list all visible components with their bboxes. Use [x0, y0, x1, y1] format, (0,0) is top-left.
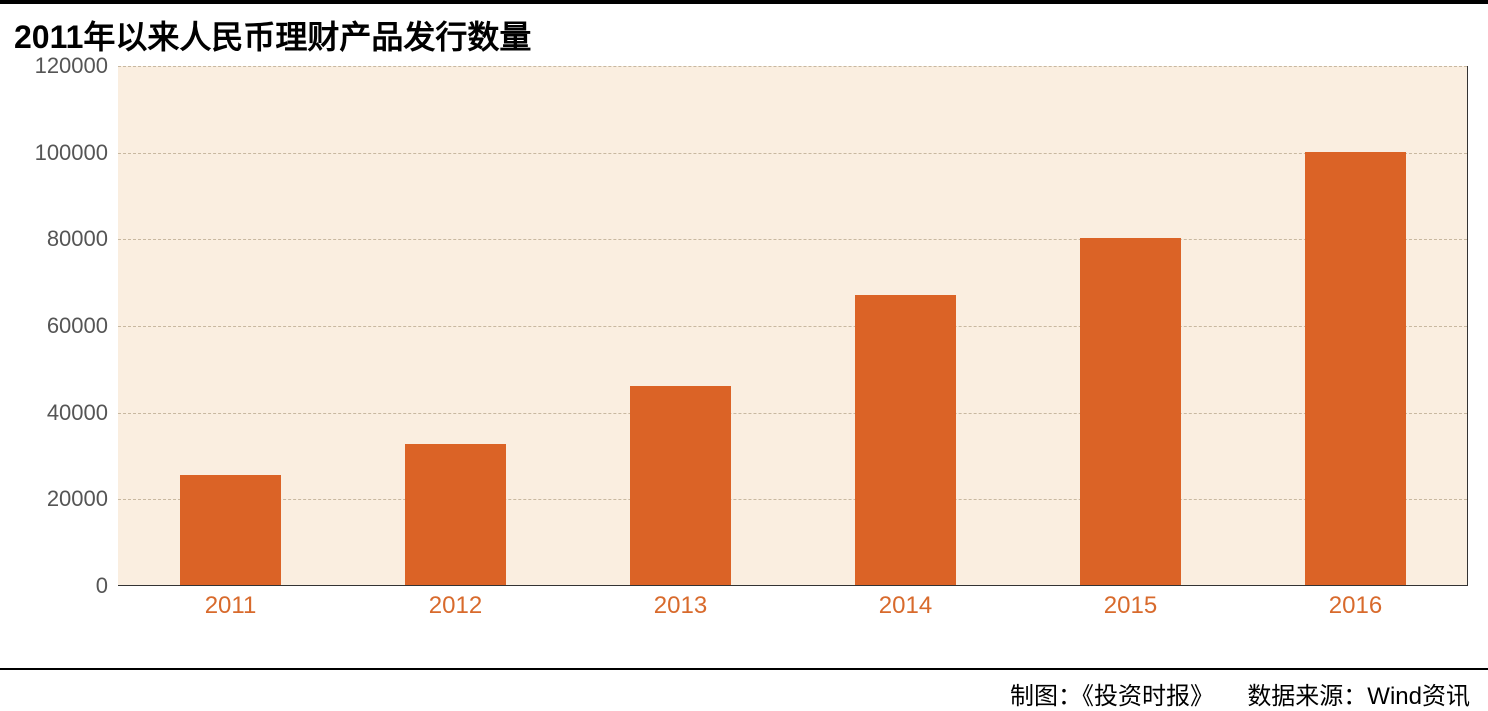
y-axis-label: 60000 — [18, 313, 108, 339]
y-axis-label: 40000 — [18, 400, 108, 426]
footer-credit: 制图：《投资时报》 — [1010, 683, 1214, 710]
bar — [1305, 152, 1406, 585]
bar — [855, 295, 956, 585]
footer-spacer — [1221, 683, 1241, 710]
x-axis-label: 2011 — [205, 592, 257, 620]
bar — [405, 444, 506, 585]
y-axis-label: 100000 — [18, 140, 108, 166]
grid-line — [118, 239, 1467, 240]
chart-footer: 制图：《投资时报》 数据来源：Wind资讯 — [0, 670, 1488, 711]
x-axis-label: 2016 — [1329, 592, 1382, 620]
chart-area: 0200004000060000800001000001200002011201… — [18, 66, 1470, 626]
y-axis-label: 120000 — [18, 53, 108, 79]
x-axis-label: 2014 — [879, 592, 932, 620]
bar — [630, 386, 731, 585]
bar — [1080, 238, 1181, 585]
chart-frame: 2011年以来人民币理财产品发行数量 0 20000 40000 60000 80000… — [0, 0, 1488, 694]
grid-line — [118, 499, 1467, 500]
x-axis-label: 2013 — [654, 592, 707, 620]
x-axis-label: 2015 — [1104, 592, 1157, 620]
y-axis-label: 20000 — [18, 486, 108, 512]
plot-background — [118, 66, 1468, 586]
grid-line — [118, 413, 1467, 414]
bar — [180, 475, 281, 586]
chart-title: 2011年以来人民币理财产品发行数量 — [0, 4, 1488, 62]
footer-source: 数据来源：Wind资讯 — [1247, 683, 1470, 710]
y-axis-label: 0 — [18, 573, 108, 599]
x-axis-label: 2012 — [429, 592, 482, 620]
y-axis-label: 80000 — [18, 226, 108, 252]
grid-line — [118, 153, 1467, 154]
grid-line — [118, 66, 1467, 67]
grid-line — [118, 326, 1467, 327]
